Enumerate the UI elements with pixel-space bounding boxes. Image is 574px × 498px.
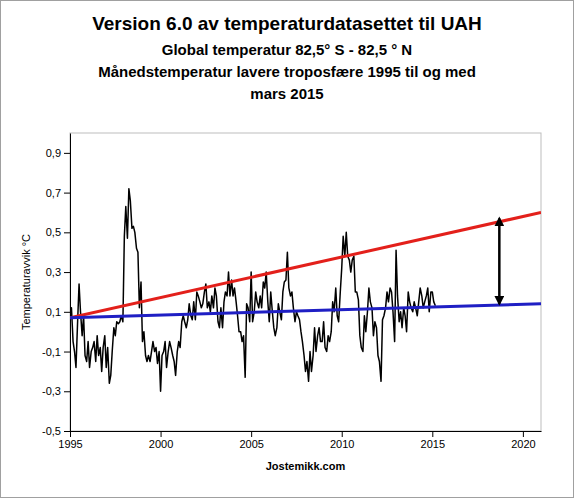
x-axis-line xyxy=(71,431,542,432)
title: Version 6.0 av temperaturdatasettet til … xyxy=(92,13,482,34)
x-tick-mark xyxy=(70,431,71,437)
y-tick: -0,3 xyxy=(42,385,70,397)
x-tick: 2005 xyxy=(239,431,263,450)
plot-frame xyxy=(70,133,541,431)
x-tick: 1995 xyxy=(58,431,82,450)
y-tick: -0,5 xyxy=(42,425,70,437)
y-tick-mark xyxy=(64,431,70,432)
chart-border xyxy=(1,1,574,498)
y-tick-mark xyxy=(64,153,70,154)
x-tick-label: 1995 xyxy=(58,438,82,450)
x-tick-mark xyxy=(342,431,343,437)
subtitle: Månedstemperatur lavere troposfære 1995 … xyxy=(98,63,476,80)
y-tick-mark xyxy=(64,232,70,233)
data-line xyxy=(70,189,435,392)
x-tick-label: 2015 xyxy=(421,438,445,450)
x-axis: 1995 2000 2005 2010 2015 2020 xyxy=(58,431,541,450)
x-tick-label: 2020 xyxy=(511,438,535,450)
y-tick: 0,5 xyxy=(46,226,70,238)
x-tick-mark xyxy=(161,431,162,437)
y-tick-label: 0,3 xyxy=(46,266,61,278)
x-tick: 2015 xyxy=(421,431,445,450)
x-tick: 2020 xyxy=(511,431,535,450)
x-tick-label: 2000 xyxy=(149,438,173,450)
y-tick: 0,9 xyxy=(46,147,70,159)
trend-line xyxy=(70,212,541,317)
y-tick-label: 0,9 xyxy=(46,147,61,159)
y-tick-label: -0,1 xyxy=(42,346,61,358)
y-axis: -0,5 -0,3 -0,1 0,1 0,3 0,5 0,7 0,9 xyxy=(42,134,70,438)
x-tick-label: 2005 xyxy=(239,438,263,450)
source: Jostemikk.com xyxy=(266,460,346,472)
subtitle: Global temperatur 82,5° S - 82,5 ° N xyxy=(162,41,412,58)
y-tick-mark xyxy=(64,272,70,273)
y-tick: 0,1 xyxy=(46,306,70,318)
y-tick-mark xyxy=(64,312,70,313)
x-tick: 2010 xyxy=(330,431,354,450)
x-tick: 2000 xyxy=(149,431,173,450)
difference-arrow xyxy=(498,218,501,303)
y-tick: -0,1 xyxy=(42,346,70,358)
x-tick-mark xyxy=(432,431,433,437)
trend-line xyxy=(70,304,541,318)
y-tick: 0,7 xyxy=(46,187,70,199)
y-axis-title: Temperaturavvik °C xyxy=(20,234,32,330)
y-tick-label: 0,1 xyxy=(46,306,61,318)
x-tick-mark xyxy=(251,431,252,437)
y-axis-line xyxy=(70,134,71,432)
x-tick-mark xyxy=(523,431,524,437)
y-tick: 0,3 xyxy=(46,266,70,278)
plot-area xyxy=(70,189,541,392)
y-tick-mark xyxy=(64,352,70,353)
subtitle: mars 2015 xyxy=(250,85,323,102)
y-tick-mark xyxy=(64,193,70,194)
y-tick-label: -0,3 xyxy=(42,385,61,397)
x-tick-label: 2010 xyxy=(330,438,354,450)
y-tick-label: -0,5 xyxy=(42,425,61,437)
y-tick-label: 0,7 xyxy=(46,187,61,199)
chart: Version 6.0 av temperaturdatasettet til … xyxy=(0,0,574,498)
y-tick-mark xyxy=(64,391,70,392)
y-tick-label: 0,5 xyxy=(46,226,61,238)
